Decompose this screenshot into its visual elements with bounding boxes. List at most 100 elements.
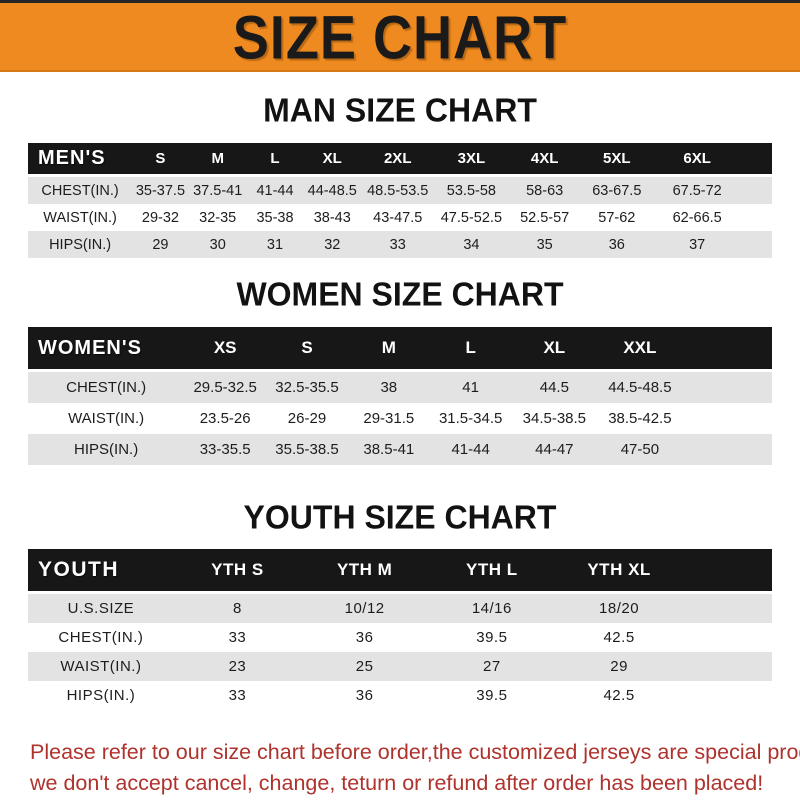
size-cell: 63-67.5 (592, 182, 642, 199)
table-row: CHEST(IN.) 35-37.5 37.5-41 41-44 44-48.5 48.5… (28, 177, 772, 204)
men-table-title: MEN'S (28, 143, 133, 177)
size-cell: 33-35.5 (199, 441, 251, 458)
cell-filler (683, 681, 772, 710)
size-cell: 33 (228, 629, 247, 646)
column-header: XL (303, 143, 362, 177)
size-cell: 41-44 (256, 182, 294, 199)
men-size-table: MEN'S S M L XL 2XL 3XL 4XL 5XL 6XL CHEST(IN.) 35-37… (28, 143, 772, 258)
size-cell: 29 (610, 658, 628, 675)
header-filler (741, 143, 772, 177)
size-cell: 36 (355, 629, 374, 646)
size-cell: 43-47.5 (373, 209, 423, 226)
size-cell: 32 (324, 236, 341, 253)
column-header: 6XL (652, 143, 742, 177)
size-cell: 58-63 (526, 182, 564, 199)
size-cell: 35-37.5 (135, 182, 186, 199)
women-size-table: WOMEN'S XS S M L XL XXL CHEST(IN.) 29.5-32.5 32.5… (28, 327, 772, 465)
header-filler (682, 327, 772, 372)
column-header: XS (184, 327, 267, 372)
column-header: YTH M (301, 549, 429, 594)
men-section-heading: MAN SIZE CHART (263, 91, 537, 129)
size-cell: 18/20 (599, 600, 640, 617)
size-cell: 31 (266, 236, 284, 253)
cell-filler (683, 652, 772, 681)
size-cell: 44.5-48.5 (608, 379, 672, 396)
cell-filler (683, 403, 772, 434)
size-cell: 33 (389, 236, 406, 253)
size-cell: 32-35 (199, 209, 237, 226)
size-cell: 41 (462, 379, 479, 396)
table-row: HIPS(IN.) 33-35.5 35.5-38.5 38.5-41 41-44 44-… (28, 434, 772, 465)
size-cell: 35 (536, 236, 553, 253)
youth-section-heading: YOUTH SIZE CHART (243, 498, 557, 536)
size-cell: 10/12 (344, 600, 385, 617)
row-label: HIPS(IN.) (74, 441, 139, 458)
size-cell: 37 (689, 236, 706, 253)
youth-header-row: YOUTH YTH S YTH M YTH L YTH XL (28, 549, 772, 594)
size-cell: 44.5 (539, 379, 569, 396)
size-cell: 36 (608, 236, 625, 253)
column-header: S (266, 327, 348, 372)
cell-filler (683, 594, 772, 623)
size-cell: 39.5 (476, 687, 508, 704)
size-cell: 33 (228, 687, 247, 704)
size-cell: 14/16 (471, 600, 512, 617)
youth-size-table: YOUTH YTH S YTH M YTH L YTH XL U.S.SIZE 8 10/12… (28, 549, 772, 710)
size-cell: 31.5-34.5 (438, 410, 503, 427)
row-label: CHEST(IN.) (41, 182, 119, 199)
women-table-title: WOMEN'S (28, 327, 185, 372)
size-cell: 29-31.5 (363, 410, 415, 427)
order-policy-note: Please refer to our size chart before or… (30, 737, 800, 799)
table-row: CHEST(IN.) 29.5-32.5 32.5-35.5 38 41 44.5 44.5… (28, 372, 772, 403)
row-label: HIPS(IN.) (49, 236, 112, 253)
note-line: Please refer to our size chart before or… (30, 740, 800, 764)
banner: SIZE CHART (0, 0, 800, 72)
row-label: U.S.SIZE (67, 600, 135, 617)
column-header: XL (511, 327, 598, 372)
youth-size-section: YOUTH SIZE CHART YOUTH YTH S YTH M YTH L YTH … (0, 498, 800, 710)
column-header: M (347, 327, 430, 372)
women-header-row: WOMEN'S XS S M L XL XXL (28, 327, 772, 372)
column-header: 2XL (361, 143, 435, 177)
size-cell: 42.5 (603, 629, 635, 646)
table-row: WAIST(IN.) 23.5-26 26-29 29-31.5 31.5-34.5 34… (28, 403, 772, 434)
row-label: WAIST(IN.) (68, 410, 145, 427)
size-cell: 34 (463, 236, 480, 253)
men-size-section: MAN SIZE CHART MEN'S S M L XL 2XL 3XL 4XL 5XL 6XL C… (0, 91, 800, 258)
size-cell: 37.5-41 (193, 182, 243, 199)
header-filler (682, 549, 772, 594)
size-cell: 30 (209, 236, 226, 253)
size-cell: 8 (233, 600, 242, 617)
column-header: M (188, 143, 247, 177)
size-cell: 29 (152, 236, 169, 253)
size-cell: 34.5-38.5 (522, 410, 587, 427)
cell-filler (741, 231, 772, 258)
table-row: U.S.SIZE 8 10/12 14/16 18/20 (28, 594, 772, 623)
size-cell: 27 (483, 658, 501, 675)
size-cell: 26-29 (287, 410, 327, 427)
size-cell: 29-32 (141, 209, 179, 226)
size-cell: 44-48.5 (307, 182, 357, 199)
size-cell: 29.5-32.5 (193, 379, 257, 396)
size-cell: 35.5-38.5 (275, 441, 339, 458)
women-size-section: WOMEN SIZE CHART WOMEN'S XS S M L XL XXL CHEST(I… (0, 275, 800, 465)
table-row: CHEST(IN.) 33 36 39.5 42.5 (28, 623, 772, 652)
banner-title: SIZE CHART (232, 2, 568, 73)
cell-filler (683, 372, 772, 403)
table-row: HIPS(IN.) 33 36 39.5 42.5 (28, 681, 772, 710)
size-cell: 38.5-41 (363, 441, 415, 458)
size-cell: 41-44 (451, 441, 490, 458)
column-header: YTH L (428, 549, 556, 594)
column-header: YTH S (173, 549, 302, 594)
size-cell: 38 (380, 379, 398, 396)
cell-filler (741, 177, 772, 204)
size-cell: 44-47 (535, 441, 574, 458)
size-cell: 39.5 (476, 629, 508, 646)
size-cell: 32.5-35.5 (275, 379, 339, 396)
size-cell: 62-66.5 (672, 209, 722, 226)
size-cell: 38.5-42.5 (608, 410, 672, 427)
table-row: WAIST(IN.) 29-32 32-35 35-38 38-43 43-47.5 47.… (28, 204, 772, 231)
men-header-row: MEN'S S M L XL 2XL 3XL 4XL 5XL 6XL (28, 143, 772, 177)
table-row: HIPS(IN.) 29 30 31 32 33 34 35 36 37 (28, 231, 772, 258)
size-cell: 35-38 (256, 209, 294, 226)
